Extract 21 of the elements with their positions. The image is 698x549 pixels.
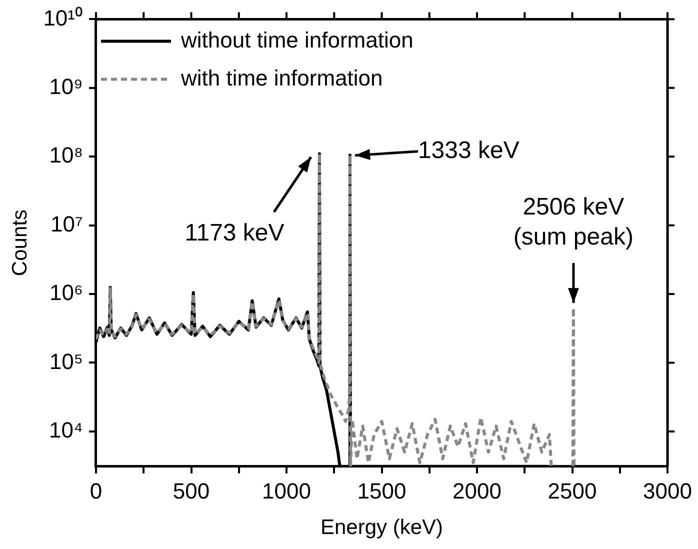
x-tick-label: 0 xyxy=(90,478,102,504)
x-tick-label: 2000 xyxy=(452,478,502,504)
x-tick-label: 1500 xyxy=(357,478,406,504)
legend-label: without time information xyxy=(180,27,414,52)
x-tick-label: 1000 xyxy=(262,478,311,504)
y-axis-title: Counts xyxy=(8,210,32,276)
y-tick-label: 10⁹ xyxy=(49,74,83,99)
annotation: 2506 keV (sum peak) xyxy=(513,193,634,250)
y-tick-label: 10¹⁰ xyxy=(43,5,83,30)
y-tick-label: 10⁷ xyxy=(50,211,84,236)
x-tick-label: 500 xyxy=(172,478,210,504)
y-tick-label: 10⁶ xyxy=(49,280,83,306)
annotation: 1173 keV xyxy=(184,219,284,246)
y-tick-label: 10⁵ xyxy=(49,348,83,374)
annotation: 1333 keV xyxy=(418,136,520,164)
x-tick-label: 2500 xyxy=(548,478,597,504)
legend-label: with time information xyxy=(180,65,383,90)
y-tick-label: 10⁴ xyxy=(49,418,83,443)
x-tick-label: 3000 xyxy=(643,478,692,504)
x-axis-title: Energy (keV) xyxy=(320,516,444,540)
y-tick-label: 10⁸ xyxy=(49,142,83,168)
